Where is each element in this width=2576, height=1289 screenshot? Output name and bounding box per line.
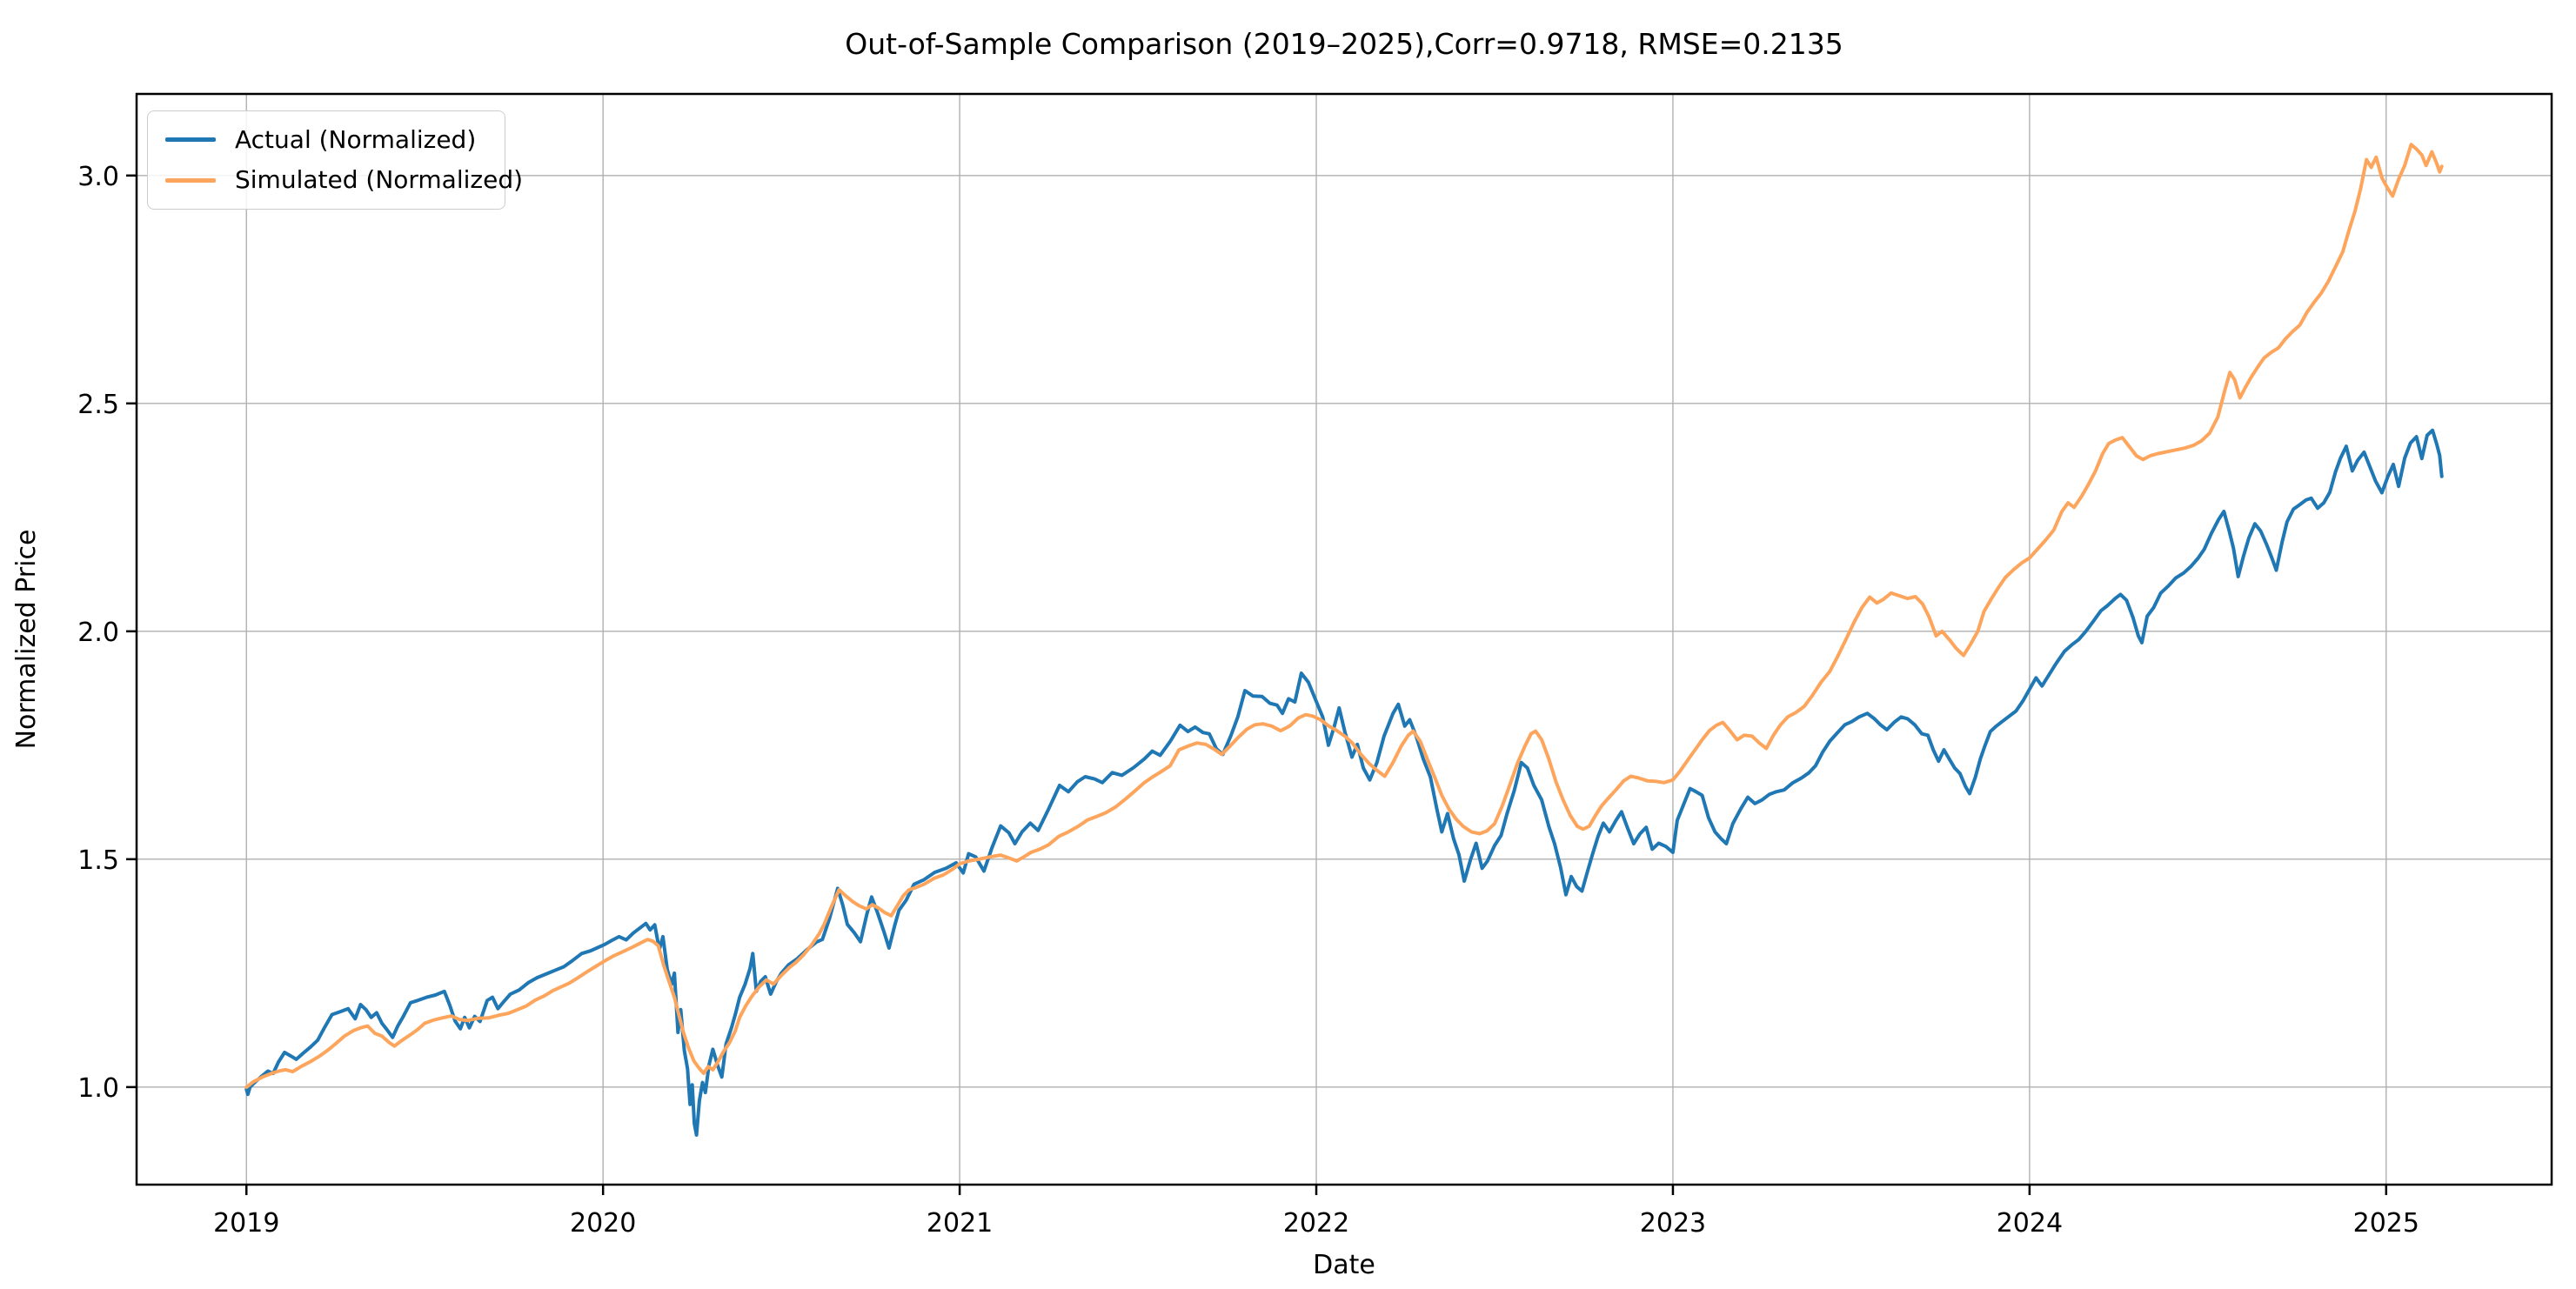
x-tick-label: 2025	[2353, 1208, 2419, 1239]
y-axis-label: Normalized Price	[11, 530, 42, 750]
axes-layer	[126, 92, 2553, 1195]
chart-title: Out-of-Sample Comparison (2019–2025),Cor…	[845, 27, 1843, 61]
x-tick-label: 2022	[1283, 1208, 1349, 1239]
legend-entry-actual: Actual (Normalized)	[148, 124, 505, 154]
x-tick-label: 2021	[927, 1208, 993, 1239]
legend-label-simulated: Simulated (Normalized)	[235, 165, 524, 195]
y-tick-label: 2.5	[77, 390, 119, 420]
tick-label-layer: 2019 2020 2021 2022 2023 2024 2025 1.0 1.5 2.0 2.5…	[77, 162, 2419, 1239]
y-tick-label: 3.0	[77, 162, 119, 192]
x-axis-label: Date	[1313, 1250, 1375, 1280]
grid-layer	[137, 94, 2552, 1185]
simulated-line-swatch	[165, 177, 216, 183]
series-layer	[244, 143, 2444, 1137]
x-tick-label: 2024	[1997, 1208, 2063, 1239]
plot-border	[135, 92, 2553, 1186]
y-tick-label: 1.0	[77, 1073, 119, 1104]
series-simulated-line	[244, 143, 2444, 1089]
x-tick-label: 2019	[213, 1208, 279, 1239]
y-tick-label: 1.5	[77, 845, 119, 876]
legend-label-actual: Actual (Normalized)	[235, 124, 477, 154]
x-tick-label: 2023	[1640, 1208, 1706, 1239]
legend: Actual (Normalized) Simulated (Normalize…	[147, 110, 523, 210]
actual-line-swatch	[165, 137, 216, 143]
legend-entry-simulated: Simulated (Normalized)	[148, 168, 523, 192]
series-actual-line	[244, 428, 2444, 1137]
y-tick-label: 2.0	[77, 618, 119, 648]
x-tick-label: 2020	[570, 1208, 636, 1239]
